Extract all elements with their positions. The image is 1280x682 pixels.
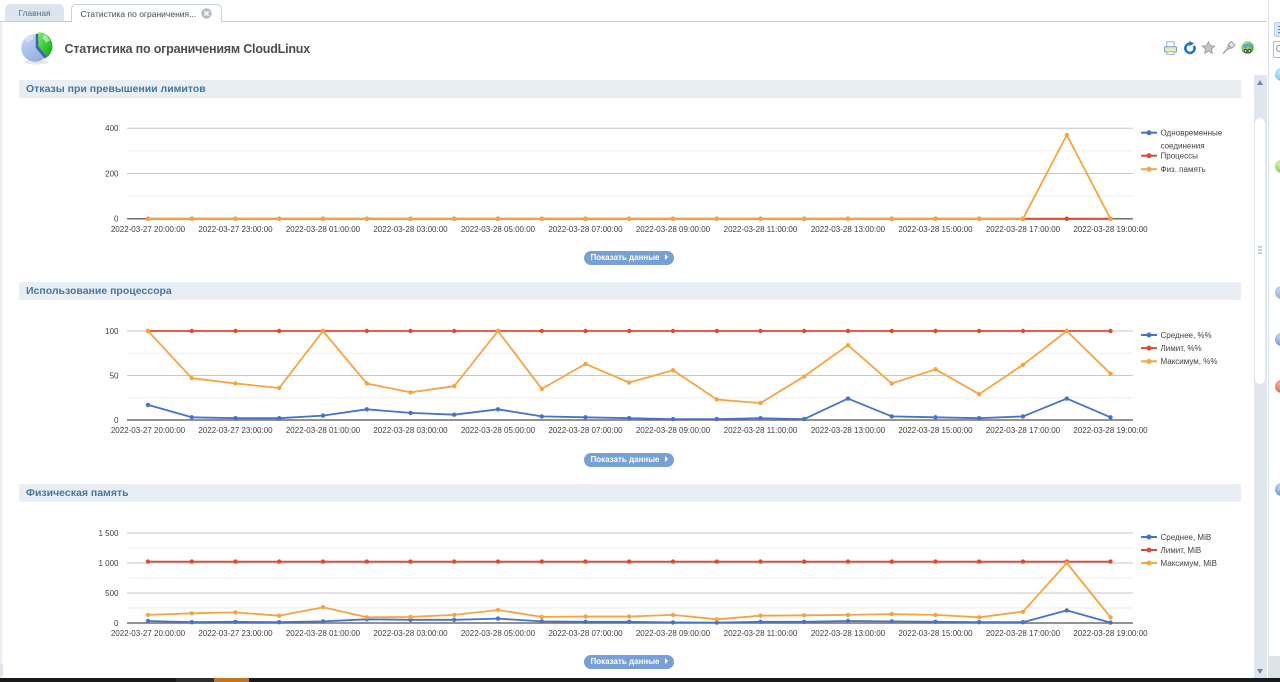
svg-text:2022-03-28 19:00:00: 2022-03-28 19:00:00	[1073, 225, 1148, 234]
svg-text:1 000: 1 000	[98, 559, 119, 568]
svg-text:2022-03-28 19:00:00: 2022-03-28 19:00:00	[1073, 629, 1148, 638]
svg-text:2022-03-27 23:00:00: 2022-03-27 23:00:00	[198, 426, 273, 435]
svg-text:2022-03-28 11:00:00: 2022-03-28 11:00:00	[724, 426, 798, 435]
svg-text:2022-03-28 17:00:00: 2022-03-28 17:00:00	[986, 225, 1061, 234]
svg-text:соединения: соединения	[1161, 142, 1205, 151]
svg-text:2022-03-27 20:00:00: 2022-03-27 20:00:00	[111, 225, 186, 234]
svg-text:Лимит, %%: Лимит, %%	[1161, 344, 1202, 353]
svg-text:400: 400	[105, 124, 119, 133]
svg-text:2022-03-27 23:00:00: 2022-03-27 23:00:00	[198, 629, 273, 638]
svg-text:0: 0	[114, 416, 119, 425]
svg-text:0: 0	[114, 215, 119, 224]
svg-text:2022-03-28 05:00:00: 2022-03-28 05:00:00	[461, 426, 536, 435]
svg-text:2022-03-28 11:00:00: 2022-03-28 11:00:00	[724, 225, 798, 234]
svg-text:2022-03-28 13:00:00: 2022-03-28 13:00:00	[811, 629, 886, 638]
svg-text:2022-03-28 05:00:00: 2022-03-28 05:00:00	[461, 225, 536, 234]
svg-text:2022-03-28 07:00:00: 2022-03-28 07:00:00	[548, 225, 623, 234]
svg-text:2022-03-28 09:00:00: 2022-03-28 09:00:00	[636, 629, 711, 638]
svg-text:2022-03-28 07:00:00: 2022-03-28 07:00:00	[548, 426, 623, 435]
svg-text:2022-03-27 23:00:00: 2022-03-27 23:00:00	[198, 225, 273, 234]
svg-text:2022-03-28 09:00:00: 2022-03-28 09:00:00	[636, 426, 711, 435]
svg-text:2022-03-28 17:00:00: 2022-03-28 17:00:00	[986, 426, 1061, 435]
svg-text:Одновременные: Одновременные	[1161, 129, 1223, 138]
svg-text:2022-03-28 03:00:00: 2022-03-28 03:00:00	[373, 426, 448, 435]
svg-text:50: 50	[110, 371, 119, 380]
svg-text:2022-03-28 15:00:00: 2022-03-28 15:00:00	[898, 426, 973, 435]
svg-text:Максимум, MiB: Максимум, MiB	[1161, 559, 1217, 568]
svg-text:200: 200	[105, 169, 119, 178]
svg-text:Среднее, MiB: Среднее, MiB	[1161, 533, 1212, 542]
svg-text:0: 0	[114, 619, 119, 628]
svg-text:500: 500	[105, 589, 119, 598]
svg-text:Максимум, %%: Максимум, %%	[1161, 357, 1218, 366]
svg-text:2022-03-28 05:00:00: 2022-03-28 05:00:00	[461, 629, 536, 638]
svg-text:2022-03-28 03:00:00: 2022-03-28 03:00:00	[373, 629, 448, 638]
svg-text:Среднее, %%: Среднее, %%	[1161, 331, 1212, 340]
svg-text:2022-03-28 07:00:00: 2022-03-28 07:00:00	[548, 629, 623, 638]
svg-text:2022-03-28 01:00:00: 2022-03-28 01:00:00	[286, 629, 361, 638]
svg-text:2022-03-28 15:00:00: 2022-03-28 15:00:00	[898, 225, 973, 234]
svg-text:2022-03-28 19:00:00: 2022-03-28 19:00:00	[1073, 426, 1148, 435]
svg-text:1 500: 1 500	[98, 529, 119, 538]
svg-text:2022-03-27 20:00:00: 2022-03-27 20:00:00	[111, 629, 186, 638]
svg-text:2022-03-28 01:00:00: 2022-03-28 01:00:00	[286, 225, 361, 234]
svg-text:100: 100	[105, 327, 119, 336]
svg-text:2022-03-28 01:00:00: 2022-03-28 01:00:00	[286, 426, 361, 435]
svg-text:2022-03-28 17:00:00: 2022-03-28 17:00:00	[986, 629, 1061, 638]
svg-text:2022-03-28 15:00:00: 2022-03-28 15:00:00	[898, 629, 973, 638]
svg-text:2022-03-28 13:00:00: 2022-03-28 13:00:00	[811, 225, 886, 234]
svg-text:Процессы: Процессы	[1161, 152, 1199, 161]
svg-text:2022-03-28 09:00:00: 2022-03-28 09:00:00	[636, 225, 711, 234]
svg-text:2022-03-28 03:00:00: 2022-03-28 03:00:00	[373, 225, 448, 234]
svg-text:2022-03-28 11:00:00: 2022-03-28 11:00:00	[724, 629, 798, 638]
svg-text:2022-03-28 13:00:00: 2022-03-28 13:00:00	[811, 426, 886, 435]
svg-text:Физ. память: Физ. память	[1161, 165, 1206, 174]
svg-text:Лимит, MiB: Лимит, MiB	[1161, 546, 1202, 555]
svg-text:2022-03-27 20:00:00: 2022-03-27 20:00:00	[111, 426, 186, 435]
